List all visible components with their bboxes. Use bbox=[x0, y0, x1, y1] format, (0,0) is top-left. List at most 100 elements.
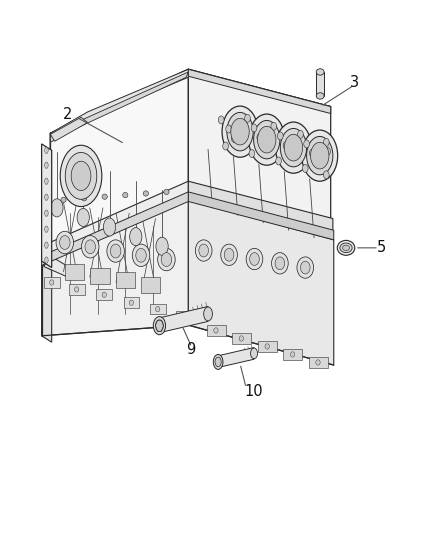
Polygon shape bbox=[50, 117, 88, 141]
Ellipse shape bbox=[155, 320, 163, 332]
Ellipse shape bbox=[102, 194, 107, 199]
Ellipse shape bbox=[224, 248, 234, 261]
Ellipse shape bbox=[123, 192, 128, 198]
Ellipse shape bbox=[85, 240, 95, 254]
Polygon shape bbox=[42, 200, 188, 336]
Polygon shape bbox=[44, 181, 188, 259]
Ellipse shape bbox=[246, 248, 263, 270]
Polygon shape bbox=[90, 268, 110, 284]
Polygon shape bbox=[42, 144, 52, 268]
Ellipse shape bbox=[257, 134, 262, 142]
Ellipse shape bbox=[307, 136, 333, 175]
Polygon shape bbox=[150, 304, 166, 314]
Polygon shape bbox=[188, 69, 331, 114]
Text: 3: 3 bbox=[350, 75, 359, 90]
Polygon shape bbox=[283, 349, 302, 360]
Ellipse shape bbox=[213, 354, 223, 369]
Ellipse shape bbox=[45, 242, 48, 248]
Ellipse shape bbox=[298, 130, 304, 138]
Ellipse shape bbox=[280, 128, 307, 167]
Ellipse shape bbox=[221, 244, 237, 265]
Ellipse shape bbox=[61, 197, 66, 203]
Polygon shape bbox=[316, 72, 324, 96]
Ellipse shape bbox=[304, 140, 309, 148]
Ellipse shape bbox=[227, 112, 253, 151]
Ellipse shape bbox=[51, 199, 63, 217]
Ellipse shape bbox=[158, 248, 175, 271]
Polygon shape bbox=[217, 348, 254, 368]
Text: 5: 5 bbox=[376, 240, 386, 255]
Ellipse shape bbox=[226, 125, 231, 133]
Ellipse shape bbox=[45, 178, 48, 184]
Ellipse shape bbox=[74, 287, 79, 292]
Ellipse shape bbox=[45, 257, 48, 263]
Ellipse shape bbox=[107, 240, 124, 262]
Ellipse shape bbox=[81, 196, 87, 201]
Ellipse shape bbox=[102, 292, 106, 297]
Ellipse shape bbox=[155, 306, 160, 312]
Ellipse shape bbox=[45, 226, 48, 232]
Ellipse shape bbox=[340, 243, 352, 253]
Ellipse shape bbox=[244, 114, 250, 122]
Ellipse shape bbox=[250, 253, 259, 265]
Polygon shape bbox=[50, 72, 188, 142]
Ellipse shape bbox=[316, 93, 324, 99]
Ellipse shape bbox=[156, 237, 168, 255]
Polygon shape bbox=[44, 256, 68, 277]
Ellipse shape bbox=[56, 231, 74, 254]
Ellipse shape bbox=[218, 116, 224, 124]
Ellipse shape bbox=[290, 352, 295, 357]
Polygon shape bbox=[124, 297, 139, 308]
Polygon shape bbox=[188, 69, 331, 229]
Ellipse shape bbox=[110, 244, 121, 258]
Ellipse shape bbox=[276, 122, 311, 173]
Ellipse shape bbox=[300, 261, 310, 274]
Polygon shape bbox=[141, 277, 160, 293]
Ellipse shape bbox=[337, 240, 355, 255]
Ellipse shape bbox=[60, 145, 102, 206]
Text: 2: 2 bbox=[63, 107, 73, 122]
Polygon shape bbox=[44, 277, 60, 288]
Ellipse shape bbox=[132, 244, 150, 266]
Polygon shape bbox=[50, 69, 188, 256]
Ellipse shape bbox=[276, 157, 281, 165]
Ellipse shape bbox=[325, 147, 330, 156]
Polygon shape bbox=[96, 289, 112, 300]
Ellipse shape bbox=[249, 150, 255, 158]
Ellipse shape bbox=[45, 210, 48, 216]
Ellipse shape bbox=[129, 300, 134, 305]
Polygon shape bbox=[176, 311, 192, 321]
Ellipse shape bbox=[283, 142, 289, 150]
Ellipse shape bbox=[309, 149, 315, 157]
Polygon shape bbox=[50, 69, 188, 140]
Polygon shape bbox=[258, 341, 277, 352]
Ellipse shape bbox=[302, 164, 308, 173]
Polygon shape bbox=[232, 333, 251, 344]
Polygon shape bbox=[188, 181, 333, 232]
Ellipse shape bbox=[284, 134, 303, 161]
Ellipse shape bbox=[45, 162, 48, 168]
Polygon shape bbox=[116, 272, 135, 288]
Ellipse shape bbox=[204, 307, 212, 321]
Ellipse shape bbox=[231, 118, 249, 145]
Ellipse shape bbox=[316, 69, 324, 75]
Polygon shape bbox=[65, 264, 84, 280]
Ellipse shape bbox=[239, 336, 244, 341]
Ellipse shape bbox=[71, 161, 91, 191]
Ellipse shape bbox=[323, 139, 329, 147]
Polygon shape bbox=[69, 284, 85, 295]
Ellipse shape bbox=[136, 248, 146, 262]
Polygon shape bbox=[309, 357, 328, 368]
Ellipse shape bbox=[297, 257, 314, 278]
Ellipse shape bbox=[65, 152, 97, 199]
Ellipse shape bbox=[130, 228, 142, 246]
Ellipse shape bbox=[164, 189, 169, 195]
Ellipse shape bbox=[81, 236, 99, 258]
Ellipse shape bbox=[275, 257, 285, 270]
Polygon shape bbox=[42, 264, 52, 342]
Ellipse shape bbox=[251, 348, 258, 359]
Ellipse shape bbox=[182, 313, 186, 319]
Polygon shape bbox=[188, 200, 334, 365]
Ellipse shape bbox=[103, 218, 116, 236]
Polygon shape bbox=[42, 192, 188, 265]
